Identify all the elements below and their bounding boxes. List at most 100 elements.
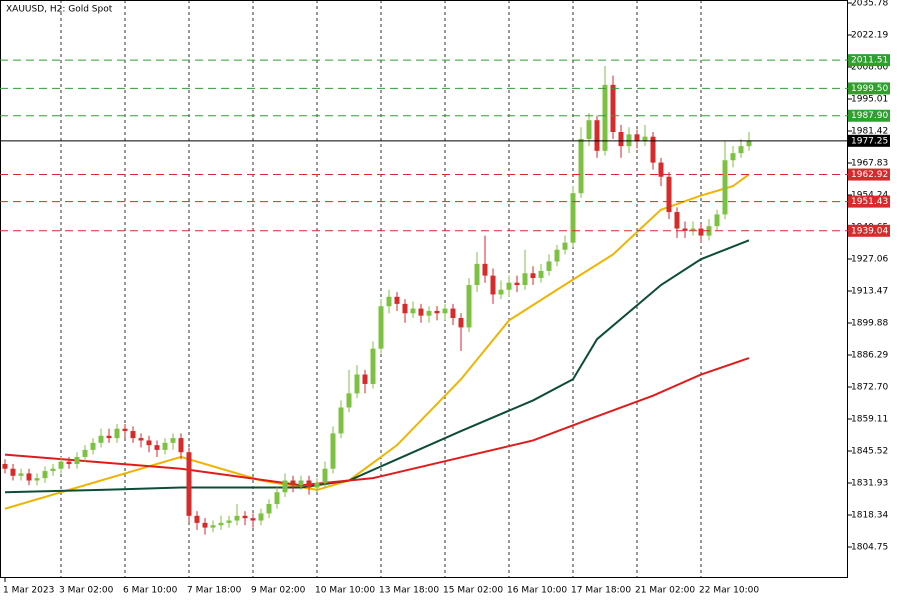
candle-body [466,285,472,328]
candle-body [498,289,504,295]
candle-body [482,263,488,276]
candle-body [226,520,232,523]
candle-body [314,482,320,488]
candle-body [594,120,600,151]
candle-body [90,442,96,450]
candle-body [282,480,288,493]
y-tick-label: 1818.34 [851,511,888,521]
candle-body [410,308,416,314]
y-tick-label: 1995.01 [851,94,888,104]
candle-body [82,449,88,457]
x-tick-label: 21 Mar 02:00 [635,586,695,596]
candle-body [730,153,736,161]
y-tick-label: 1913.47 [851,287,888,297]
price-level-label: 1999.50 [851,84,888,94]
y-tick-label: 2008.60 [851,62,888,72]
candle-body [306,480,312,488]
y-tick-label: 1899.88 [851,319,888,329]
candle-body [146,440,152,446]
candle-body [186,452,192,516]
candle-body [370,348,376,384]
candle-body [490,275,496,295]
candle-body [26,473,32,481]
candle-body [426,310,432,316]
candle-body [418,308,424,316]
candle-body [474,263,480,286]
candle-body [122,428,128,432]
y-tick-label: 1831.93 [851,479,888,489]
candle-body [514,282,520,286]
price-level-label: 1987.90 [851,111,888,121]
candle-body [538,270,544,278]
candle-body [450,308,456,319]
candle-body [570,193,576,243]
candle-body [130,431,136,439]
candle-body [274,492,280,505]
candle-body [530,273,536,278]
price-level-box [848,195,890,208]
candle-body [690,228,696,231]
y-tick-label: 1804.75 [851,543,888,553]
candle-body [10,468,16,476]
candle-body [602,84,608,151]
price-level-box [848,82,890,95]
candle-body [330,433,336,469]
candle-body [210,525,216,528]
candle-body [162,442,168,450]
price-level-label: 1939.04 [851,226,888,236]
candle-body [402,303,408,314]
price-level-box [848,224,890,237]
candle-body [218,522,224,526]
candle-body [242,515,248,519]
candle-body [138,438,144,441]
candle-body [114,428,120,439]
candle-body [386,296,392,307]
candle-body [194,515,200,523]
moving-average [4,173,750,510]
moving-average [4,357,750,487]
x-tick-label: 13 Mar 18:00 [379,586,439,596]
price-level-box [848,168,890,181]
candle-body [170,438,176,443]
candle-body [346,393,352,408]
candle-body [154,445,160,450]
candle-body [290,480,296,486]
candle-body [354,374,360,394]
candle-body [322,468,328,483]
candle-body [634,134,640,142]
price-level-box [848,54,890,67]
y-tick-label: 1845.52 [851,447,888,457]
x-tick-label: 15 Mar 02:00 [443,586,503,596]
candle-body [58,461,64,469]
candle-body [34,478,40,481]
candle-body [42,471,48,479]
candle-body [378,306,384,349]
candle-body [554,249,560,262]
candle-body [202,522,208,528]
candle-body [642,136,648,142]
price-level-label: 1962.92 [851,170,888,180]
candle-body [234,515,240,521]
x-tick-label: 22 Mar 10:00 [699,586,759,596]
x-tick-label: 17 Mar 18:00 [571,586,631,596]
candle-body [338,407,344,434]
candle-body [626,134,632,147]
candle-body [394,296,400,304]
candle-body [666,176,672,213]
chart-title: XAUUSD, H2: Gold Spot [6,5,113,15]
candle-body [362,374,368,384]
y-tick-label: 1927.06 [851,255,888,265]
x-tick-label: 10 Mar 10:00 [315,586,375,596]
candle-body [66,461,72,465]
price-level-label: 1951.43 [851,197,888,207]
candle-body [18,473,24,476]
candle-body [658,162,664,177]
candle-body [178,438,184,453]
y-tick-label: 1967.83 [851,158,888,168]
x-tick-label: 7 Mar 18:00 [187,586,242,596]
candle-body [106,435,112,439]
candle-body [682,228,688,231]
candle-body [618,131,624,147]
